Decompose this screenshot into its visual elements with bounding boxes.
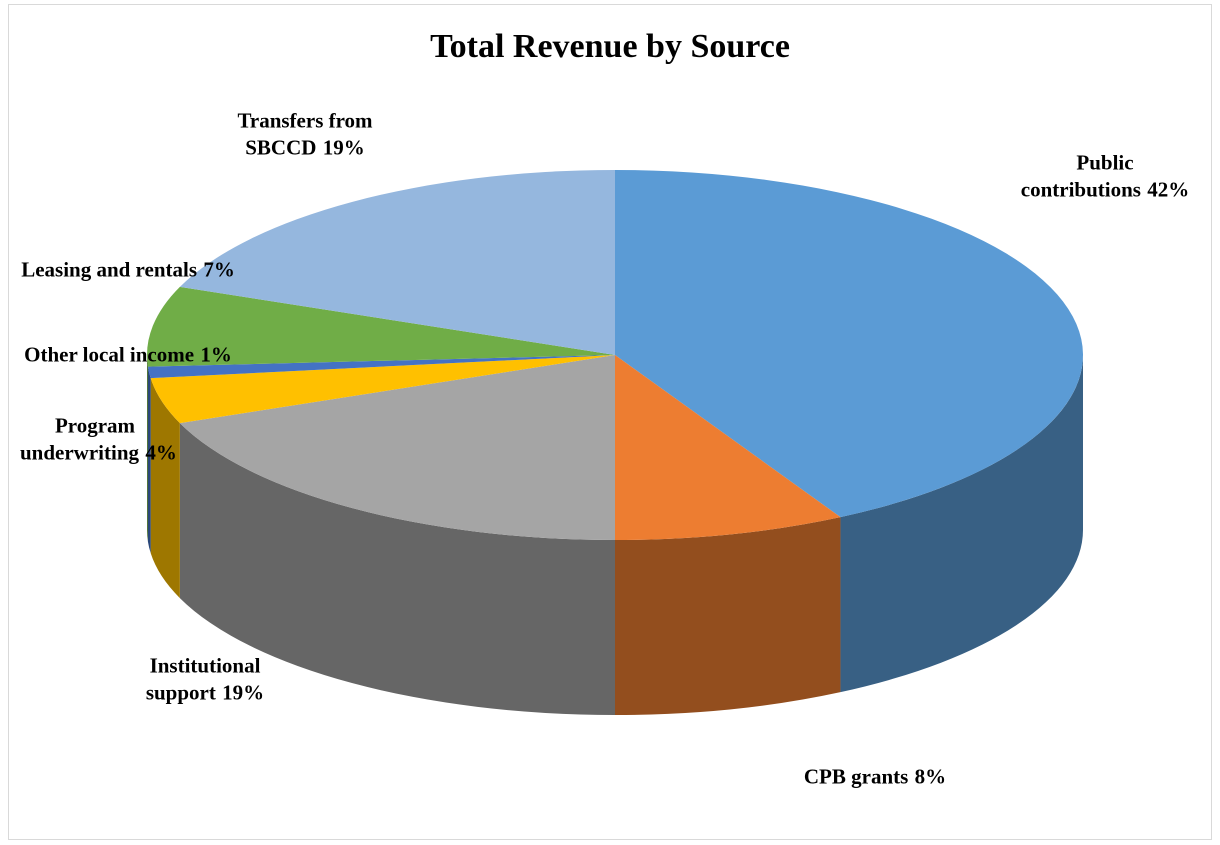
chart-title: Total Revenue by Source (430, 28, 790, 65)
data-label: CPB grants 8% (760, 763, 990, 790)
data-label: Other local income 1% (8, 341, 248, 368)
chart-frame (8, 4, 1212, 840)
label-category: Public contributions (1020, 150, 1141, 202)
slice (179, 355, 615, 540)
data-label: Public contributions 42% (1005, 150, 1205, 205)
label-category: Other local income (24, 342, 195, 367)
label-value: 19% (322, 136, 365, 160)
slice (615, 170, 1084, 518)
label-value: 1% (200, 342, 232, 367)
slice-side (147, 366, 151, 554)
data-label: Institutional support 19% (120, 653, 290, 708)
label-value: 42% (1147, 178, 1190, 202)
data-label: Transfers from SBCCD 19% (215, 108, 395, 163)
label-category: Institutional support (145, 653, 261, 705)
label-category: Transfers from SBCCD (237, 108, 373, 160)
slice (147, 286, 616, 367)
label-value: 7% (203, 257, 235, 282)
label-category: Leasing and rentals (21, 257, 198, 282)
slice (615, 355, 841, 541)
slice-side (179, 423, 615, 715)
slice (150, 355, 616, 424)
slice (179, 170, 615, 355)
label-value: 8% (914, 764, 947, 789)
data-label: Program underwriting 4% (20, 413, 177, 468)
label-category: CPB grants (803, 764, 909, 789)
slice-side (150, 378, 180, 599)
slice-side (615, 517, 841, 715)
label-value: 19% (222, 681, 265, 705)
slice-side (840, 355, 1083, 693)
slice-side (147, 355, 148, 542)
label-category: Program underwriting (20, 413, 140, 465)
slice (147, 355, 615, 379)
data-label: Leasing and rentals 7% (8, 256, 248, 283)
label-value: 4% (145, 441, 177, 465)
